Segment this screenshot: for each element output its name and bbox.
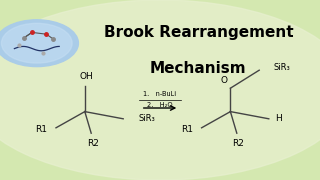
Text: Mechanism: Mechanism — [150, 61, 247, 76]
Text: R2: R2 — [87, 139, 99, 148]
Text: R1: R1 — [181, 125, 193, 134]
Circle shape — [0, 20, 78, 67]
Circle shape — [2, 23, 72, 63]
Text: 1.   n-BuLi: 1. n-BuLi — [143, 91, 177, 98]
Text: H: H — [275, 114, 282, 123]
Text: Brook Rearrangement: Brook Rearrangement — [104, 25, 293, 40]
Text: OH: OH — [80, 72, 93, 81]
Text: O: O — [220, 76, 228, 86]
Text: R1: R1 — [36, 125, 48, 134]
Text: 2.   H₂O: 2. H₂O — [147, 102, 173, 108]
Text: SiR₃: SiR₃ — [273, 63, 290, 72]
Text: R2: R2 — [232, 139, 244, 148]
Text: SiR₃: SiR₃ — [139, 114, 156, 123]
